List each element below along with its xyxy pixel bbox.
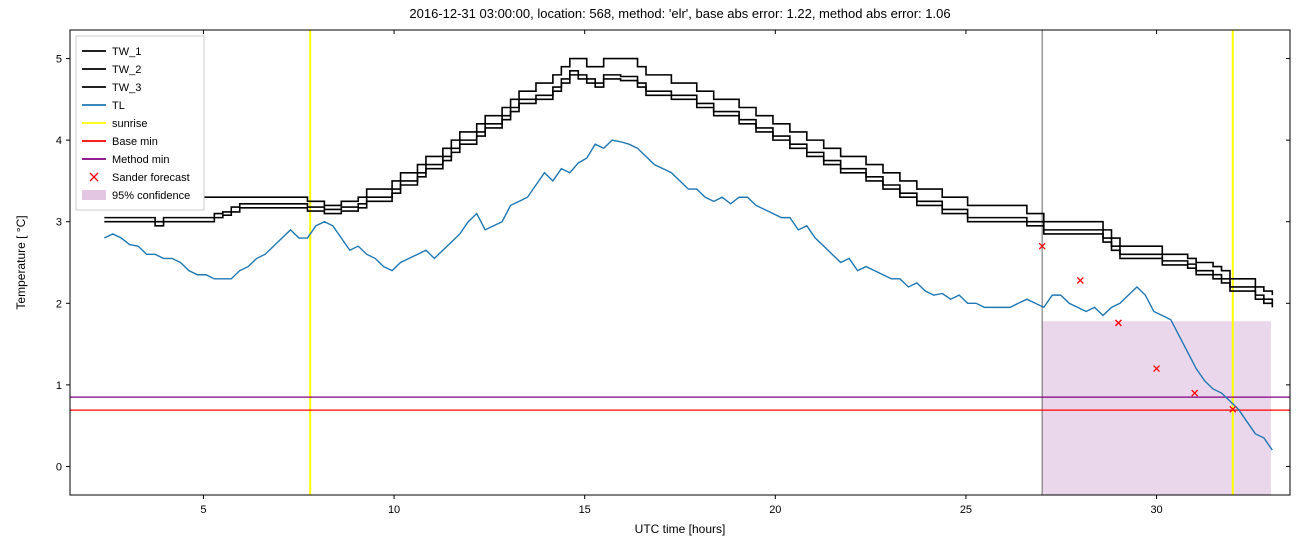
xtick-label: 25: [960, 504, 972, 516]
legend-label: Base min: [112, 136, 158, 148]
legend-label: TW_3: [112, 82, 141, 94]
xtick-label: 20: [769, 504, 781, 516]
legend-label: Sander forecast: [112, 172, 190, 184]
ytick-label: 1: [56, 380, 62, 392]
xtick-label: 10: [388, 504, 400, 516]
ytick-label: 5: [56, 54, 62, 66]
chart-svg: 5 10 15 20 25 30 0 1 2 3 4 5 UTC time [hours] Tempera…: [0, 0, 1302, 547]
ytick-label: 2: [56, 298, 62, 310]
legend-label: sunrise: [112, 118, 147, 130]
xtick-label: 5: [200, 504, 206, 516]
y-axis-label: Temperature [ °C]: [14, 215, 28, 309]
xtick-label: 30: [1150, 504, 1162, 516]
legend-label: TW_1: [112, 46, 141, 58]
legend: TW_1 TW_2 TW_3 TL sunrise Base min Method min S…: [76, 36, 204, 210]
legend-label: TL: [112, 100, 125, 112]
chart-title: 2016-12-31 03:00:00, location: 568, meth…: [409, 6, 950, 21]
xtick-label: 15: [579, 504, 591, 516]
ytick-label: 4: [56, 135, 62, 147]
x-axis-label: UTC time [hours]: [635, 522, 726, 536]
legend-label: TW_2: [112, 64, 141, 76]
legend-label: 95% confidence: [112, 190, 190, 202]
ytick-label: 3: [56, 217, 62, 229]
legend-swatch: [82, 190, 106, 200]
chart-container: 5 10 15 20 25 30 0 1 2 3 4 5 UTC time [hours] Tempera…: [0, 0, 1302, 547]
legend-label: Method min: [112, 154, 169, 166]
ytick-label: 0: [56, 461, 62, 473]
